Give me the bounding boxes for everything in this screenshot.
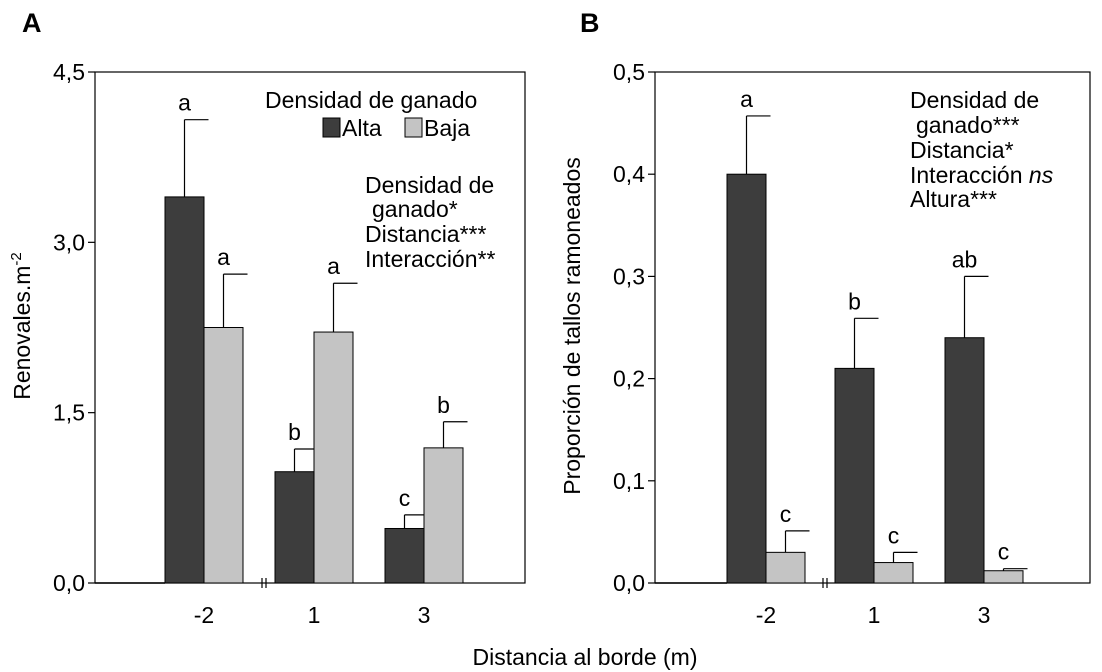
panel-a-x-tick-label: 3 xyxy=(418,602,431,628)
x-axis-title: Distancia al borde (m) xyxy=(473,644,698,670)
panel-b-stats-annotation: Densidad de ganado*** Distancia* Interac… xyxy=(910,87,1054,212)
stats-line: ganado* xyxy=(372,196,458,222)
panel-b-y-tick-label: 0,2 xyxy=(613,366,645,392)
legend-label-alta: Alta xyxy=(342,115,382,141)
legend-label-baja: Baja xyxy=(424,115,470,141)
stats-line-text: Interacción xyxy=(910,162,1029,188)
panel-b-x-tick-label: 3 xyxy=(978,602,991,628)
panel-b-y-axis-title: Proporción de tallos ramoneados xyxy=(559,157,585,495)
panel-b-bar-alta-1 xyxy=(834,367,875,584)
panel-a-significance-label: b xyxy=(437,392,450,418)
stats-line: Interacción** xyxy=(365,246,495,272)
stats-line: Altura*** xyxy=(910,186,997,212)
panel-b-significance-label: c xyxy=(998,539,1010,565)
panel-a-y-tick-label: 4,5 xyxy=(53,59,85,85)
panel-a-bar-baja-1 xyxy=(313,331,354,584)
panel-a-bar-baja-2 xyxy=(423,447,464,584)
stats-line: Distancia*** xyxy=(365,221,486,247)
panel-a-bar-alta-1 xyxy=(274,471,315,584)
panel-b-bar-alta-2 xyxy=(944,337,985,584)
panel-b-y-tick-label: 0,1 xyxy=(613,468,645,494)
panel-b-y-tick-label: 0,4 xyxy=(613,161,645,187)
stats-line-italic: ns xyxy=(1029,162,1054,188)
panel-a-stats-annotation: Densidad de ganado* Distancia*** Interac… xyxy=(365,172,495,272)
panel-b-bar-baja-1 xyxy=(873,562,914,584)
stats-line: Interacción ns xyxy=(910,162,1054,188)
panel-a-significance-label: a xyxy=(217,244,230,270)
stats-line: Densidad de xyxy=(365,172,494,198)
panel-b-significance-label: b xyxy=(848,288,861,314)
panel-b-bar-alta-0 xyxy=(726,173,767,584)
panel-b-significance-label: ab xyxy=(952,246,978,272)
panel-a-y-tick-label: 0,0 xyxy=(53,570,85,596)
panel-b-y-tick-label: 0,0 xyxy=(613,570,645,596)
panel-b-y-tick-label: 0,3 xyxy=(613,263,645,289)
panel-b-significance-label: c xyxy=(780,501,792,527)
panel-a-plot: 0,0 1,5 3,0 4,5 a b c a a b -2 1 3 xyxy=(53,59,526,628)
panel-b-significance-label: c xyxy=(888,522,900,548)
stats-line: Distancia* xyxy=(910,137,1014,163)
panel-a-significance-label: c xyxy=(399,485,411,511)
panel-a-y-axis-title-main: Renovales.m xyxy=(9,266,35,400)
panel-a-y-axis-title: Renovales.m-2 xyxy=(8,252,35,400)
panel-b-y-tick-label: 0,5 xyxy=(613,59,645,85)
panel-a-y-axis-title-superscript: -2 xyxy=(8,252,25,265)
panel-a-letter: A xyxy=(22,8,42,38)
panel-b-bar-baja-0 xyxy=(765,551,806,584)
panel-b-x-tick-label: -2 xyxy=(756,602,776,628)
legend-title: Densidad de ganado xyxy=(265,87,477,113)
legend-swatch-baja xyxy=(404,117,423,138)
panel-a-bar-baja-0 xyxy=(203,327,244,584)
panel-a-x-tick-label: -2 xyxy=(194,602,214,628)
panel-a-x-tick-label: 1 xyxy=(308,602,321,628)
panel-a-bar-alta-0 xyxy=(164,196,205,584)
panel-a-bar-alta-2 xyxy=(384,527,425,584)
panel-a-y-tick-label: 3,0 xyxy=(53,229,85,255)
stats-line: Densidad de xyxy=(910,87,1039,113)
panel-a-significance-label: b xyxy=(288,419,301,445)
panel-b-letter: B xyxy=(580,8,600,38)
panel-b-x-tick-label: 1 xyxy=(868,602,881,628)
panel-a-significance-label: a xyxy=(178,90,191,116)
legend-swatch-alta xyxy=(322,117,341,138)
panel-a-legend: Densidad de ganado Alta Baja xyxy=(265,87,477,141)
stats-line: ganado*** xyxy=(916,112,1020,138)
panel-a-significance-label: a xyxy=(327,253,340,279)
panel-a-y-tick-label: 1,5 xyxy=(53,400,85,426)
panel-b-significance-label: a xyxy=(740,86,753,112)
panel-b: B Proporción de tallos ramoneados 0,0 0,1… xyxy=(559,8,1091,628)
panel-b-bar-baja-2 xyxy=(983,570,1024,584)
